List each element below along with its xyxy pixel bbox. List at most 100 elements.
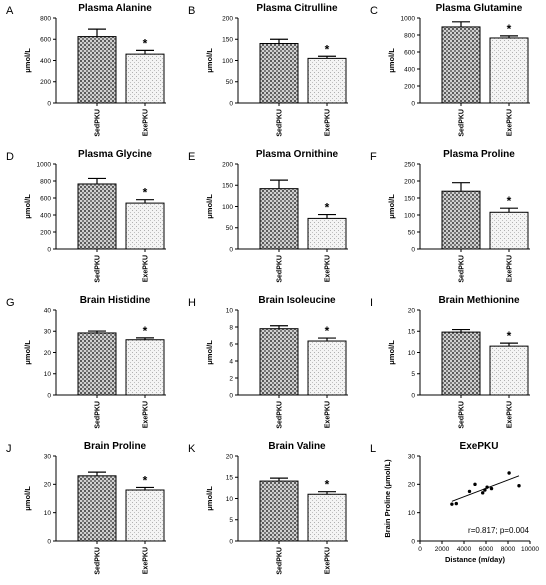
panel-title: Brain Valine bbox=[268, 441, 326, 452]
bar-exepku bbox=[125, 339, 165, 396]
data-point bbox=[467, 489, 472, 494]
y-tick-label: 2 bbox=[229, 375, 233, 382]
y-tick-label: 20 bbox=[408, 307, 416, 314]
bar-exepku bbox=[125, 489, 165, 542]
category-label: SedPKU bbox=[95, 109, 102, 137]
bar-sedpku bbox=[259, 480, 299, 542]
category-label: SedPKU bbox=[277, 401, 284, 429]
y-tick-label: 400 bbox=[404, 66, 415, 73]
category-label: SedPKU bbox=[95, 255, 102, 283]
y-axis-label: μmol/L bbox=[23, 340, 32, 365]
panel-letter: D bbox=[6, 151, 14, 163]
y-tick-label: 40 bbox=[44, 307, 52, 314]
category-label: ExePKU bbox=[507, 401, 514, 428]
data-point bbox=[517, 484, 521, 488]
y-axis-label: μmol/L bbox=[205, 486, 214, 511]
y-tick-label: 0 bbox=[47, 392, 51, 399]
panel-title: Brain Isoleucine bbox=[258, 295, 336, 306]
y-tick-label: 0 bbox=[411, 538, 415, 545]
y-tick-label: 200 bbox=[40, 79, 51, 86]
panel-c: C Plasma Glutamine μmol/L 0 200 400 600 800 1000… bbox=[370, 3, 530, 137]
bar-sedpku bbox=[441, 190, 481, 250]
x-axis-label: Distance (m/day) bbox=[445, 555, 506, 564]
significance-marker: * bbox=[507, 329, 512, 343]
bar-exepku bbox=[125, 53, 165, 104]
y-tick-label: 150 bbox=[222, 37, 233, 44]
y-tick-label: 0 bbox=[229, 100, 233, 107]
panel-b: B Plasma Citrulline μmol/L 0 50 100 150 200 SedP… bbox=[188, 3, 348, 137]
y-tick-label: 150 bbox=[222, 183, 233, 190]
y-tick-label: 250 bbox=[404, 161, 415, 168]
panel-title: Brain Histidine bbox=[80, 295, 151, 306]
y-tick-label: 0 bbox=[411, 392, 415, 399]
y-tick-label: 0 bbox=[47, 100, 51, 107]
panel-letter: K bbox=[188, 443, 196, 455]
y-axis-label: μmol/L bbox=[23, 48, 32, 73]
category-label: SedPKU bbox=[95, 547, 102, 575]
significance-marker: * bbox=[325, 201, 330, 215]
panel-g: G Brain Histidine μmol/L 0 10 20 30 40 SedPKU * Ex… bbox=[6, 295, 166, 429]
bar-sedpku bbox=[77, 475, 117, 542]
y-axis-label: μmol/L bbox=[205, 48, 214, 73]
y-tick-label: 10 bbox=[408, 350, 416, 357]
y-tick-label: 600 bbox=[40, 195, 51, 202]
y-tick-label: 50 bbox=[226, 225, 234, 232]
y-tick-label: 800 bbox=[40, 178, 51, 185]
panel-j: J Brain Proline μmol/L 0 10 20 30 SedPKU * ExePKU bbox=[6, 441, 166, 575]
panel-letter: E bbox=[188, 151, 195, 163]
data-point bbox=[489, 486, 494, 491]
significance-marker: * bbox=[507, 22, 512, 36]
y-tick-label: 600 bbox=[404, 49, 415, 56]
y-tick-label: 400 bbox=[40, 212, 51, 219]
bar-sedpku bbox=[441, 26, 481, 104]
y-tick-label: 10 bbox=[44, 510, 52, 517]
x-tick-label: 0 bbox=[418, 546, 422, 553]
y-tick-label: 5 bbox=[229, 517, 233, 524]
y-tick-label: 800 bbox=[40, 15, 51, 22]
category-label: ExePKU bbox=[325, 401, 332, 428]
panel-letter: B bbox=[188, 5, 195, 17]
y-axis-label: μmol/L bbox=[23, 194, 32, 219]
panel-letter: J bbox=[6, 443, 12, 455]
significance-marker: * bbox=[143, 473, 148, 487]
y-tick-label: 200 bbox=[404, 178, 415, 185]
y-tick-label: 6 bbox=[229, 341, 233, 348]
y-tick-label: 100 bbox=[404, 212, 415, 219]
category-label: ExePKU bbox=[507, 109, 514, 136]
y-axis-label: μmol/L bbox=[387, 48, 396, 73]
y-axis-label: μmol/L bbox=[387, 194, 396, 219]
category-label: SedPKU bbox=[277, 255, 284, 283]
y-tick-label: 5 bbox=[411, 371, 415, 378]
bar-exepku bbox=[307, 493, 347, 542]
bar-sedpku bbox=[259, 43, 299, 104]
x-tick-label: 2000 bbox=[435, 546, 450, 553]
panel-e: E Plasma Ornithine μmol/L 0 50 100 150 200 SedPK… bbox=[188, 149, 348, 283]
y-tick-label: 100 bbox=[222, 58, 233, 65]
significance-marker: * bbox=[143, 36, 148, 50]
category-label: SedPKU bbox=[277, 109, 284, 137]
y-tick-label: 20 bbox=[226, 453, 234, 460]
bar-sedpku bbox=[259, 188, 299, 250]
panel-letter: L bbox=[370, 443, 376, 455]
y-tick-label: 10 bbox=[44, 371, 52, 378]
panel-a: A Plasma Alanine μmol/L 0 200 400 600 800 SedPKU… bbox=[6, 3, 166, 137]
panel-title: Plasma Glycine bbox=[78, 149, 152, 160]
y-axis-label: Brain Proline (μmol/L) bbox=[383, 459, 392, 538]
x-tick-label: 6000 bbox=[479, 546, 494, 553]
data-point bbox=[507, 471, 511, 475]
y-tick-label: 200 bbox=[222, 161, 233, 168]
panel-letter: I bbox=[370, 297, 373, 309]
panel-k: K Brain Valine μmol/L 0 5 10 15 20 SedPKU * ExePKU bbox=[188, 441, 348, 575]
panel-letter: H bbox=[188, 297, 196, 309]
panel-d: D Plasma Glycine μmol/L 0 200 400 600 800 1000 Se… bbox=[6, 149, 166, 283]
y-axis-label: μmol/L bbox=[205, 340, 214, 365]
y-tick-label: 30 bbox=[44, 329, 52, 336]
y-tick-label: 20 bbox=[44, 482, 52, 489]
panel-letter: C bbox=[370, 5, 378, 17]
y-tick-label: 200 bbox=[222, 15, 233, 22]
significance-marker: * bbox=[143, 324, 148, 338]
category-label: ExePKU bbox=[507, 255, 514, 282]
panel-title: Brain Proline bbox=[84, 441, 147, 452]
y-tick-label: 15 bbox=[408, 329, 416, 336]
